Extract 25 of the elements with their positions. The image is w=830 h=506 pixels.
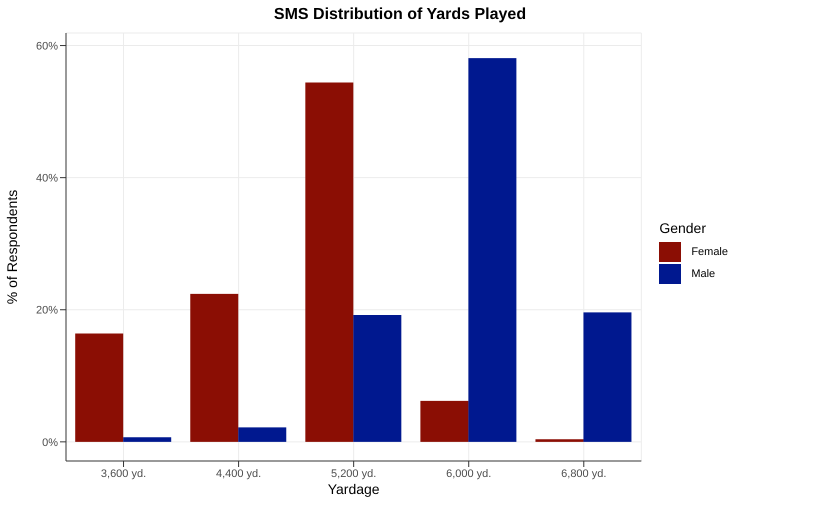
bar: [238, 427, 286, 442]
y-tick-label: 40%: [36, 172, 58, 185]
bar: [305, 82, 354, 442]
bar: [75, 334, 124, 442]
y-tick-label: 0%: [42, 436, 58, 449]
bar: [190, 294, 238, 442]
bar: [123, 437, 172, 442]
bar: [420, 400, 468, 442]
x-tick-label: 6,800 yd.: [561, 468, 606, 480]
y-tick-label: 20%: [36, 304, 58, 317]
x-tick-label: 6,000 yd.: [446, 468, 492, 480]
x-axis-title: Yardage: [328, 481, 380, 497]
x-tick-label: 5,200 yd.: [331, 468, 376, 480]
bar: [583, 312, 632, 442]
chart-title: SMS Distribution of Yards Played: [272, 6, 528, 24]
legend-label: Female: [691, 246, 728, 258]
bar: [468, 58, 516, 442]
legend-label: Male: [691, 268, 716, 280]
legend-title: Gender: [659, 220, 708, 236]
x-tick-label: 3,600 yd.: [100, 468, 146, 480]
y-tick-label: 60%: [36, 40, 58, 52]
bar: [353, 315, 402, 442]
y-axis-title: % of Respondents: [4, 190, 20, 304]
bar: [535, 439, 584, 442]
x-tick-label: 4,400 yd.: [216, 468, 262, 480]
